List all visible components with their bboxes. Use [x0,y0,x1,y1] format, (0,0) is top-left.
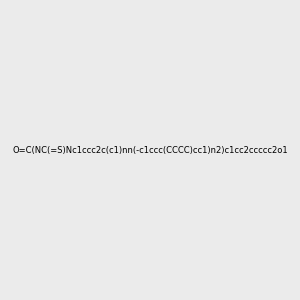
Text: O=C(NC(=S)Nc1ccc2c(c1)nn(-c1ccc(CCCC)cc1)n2)c1cc2ccccc2o1: O=C(NC(=S)Nc1ccc2c(c1)nn(-c1ccc(CCCC)cc1… [12,146,288,154]
